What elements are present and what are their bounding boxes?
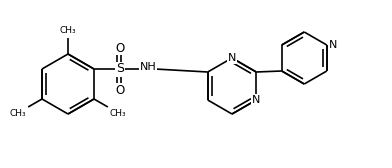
- Text: O: O: [115, 83, 125, 96]
- Text: N: N: [252, 95, 260, 105]
- Text: NH: NH: [140, 62, 156, 72]
- Text: CH₃: CH₃: [60, 26, 76, 35]
- Text: N: N: [329, 40, 337, 50]
- Text: S: S: [116, 62, 124, 75]
- Text: CH₃: CH₃: [110, 109, 126, 117]
- Text: O: O: [115, 41, 125, 54]
- Text: N: N: [228, 53, 236, 63]
- Text: CH₃: CH₃: [10, 109, 26, 117]
